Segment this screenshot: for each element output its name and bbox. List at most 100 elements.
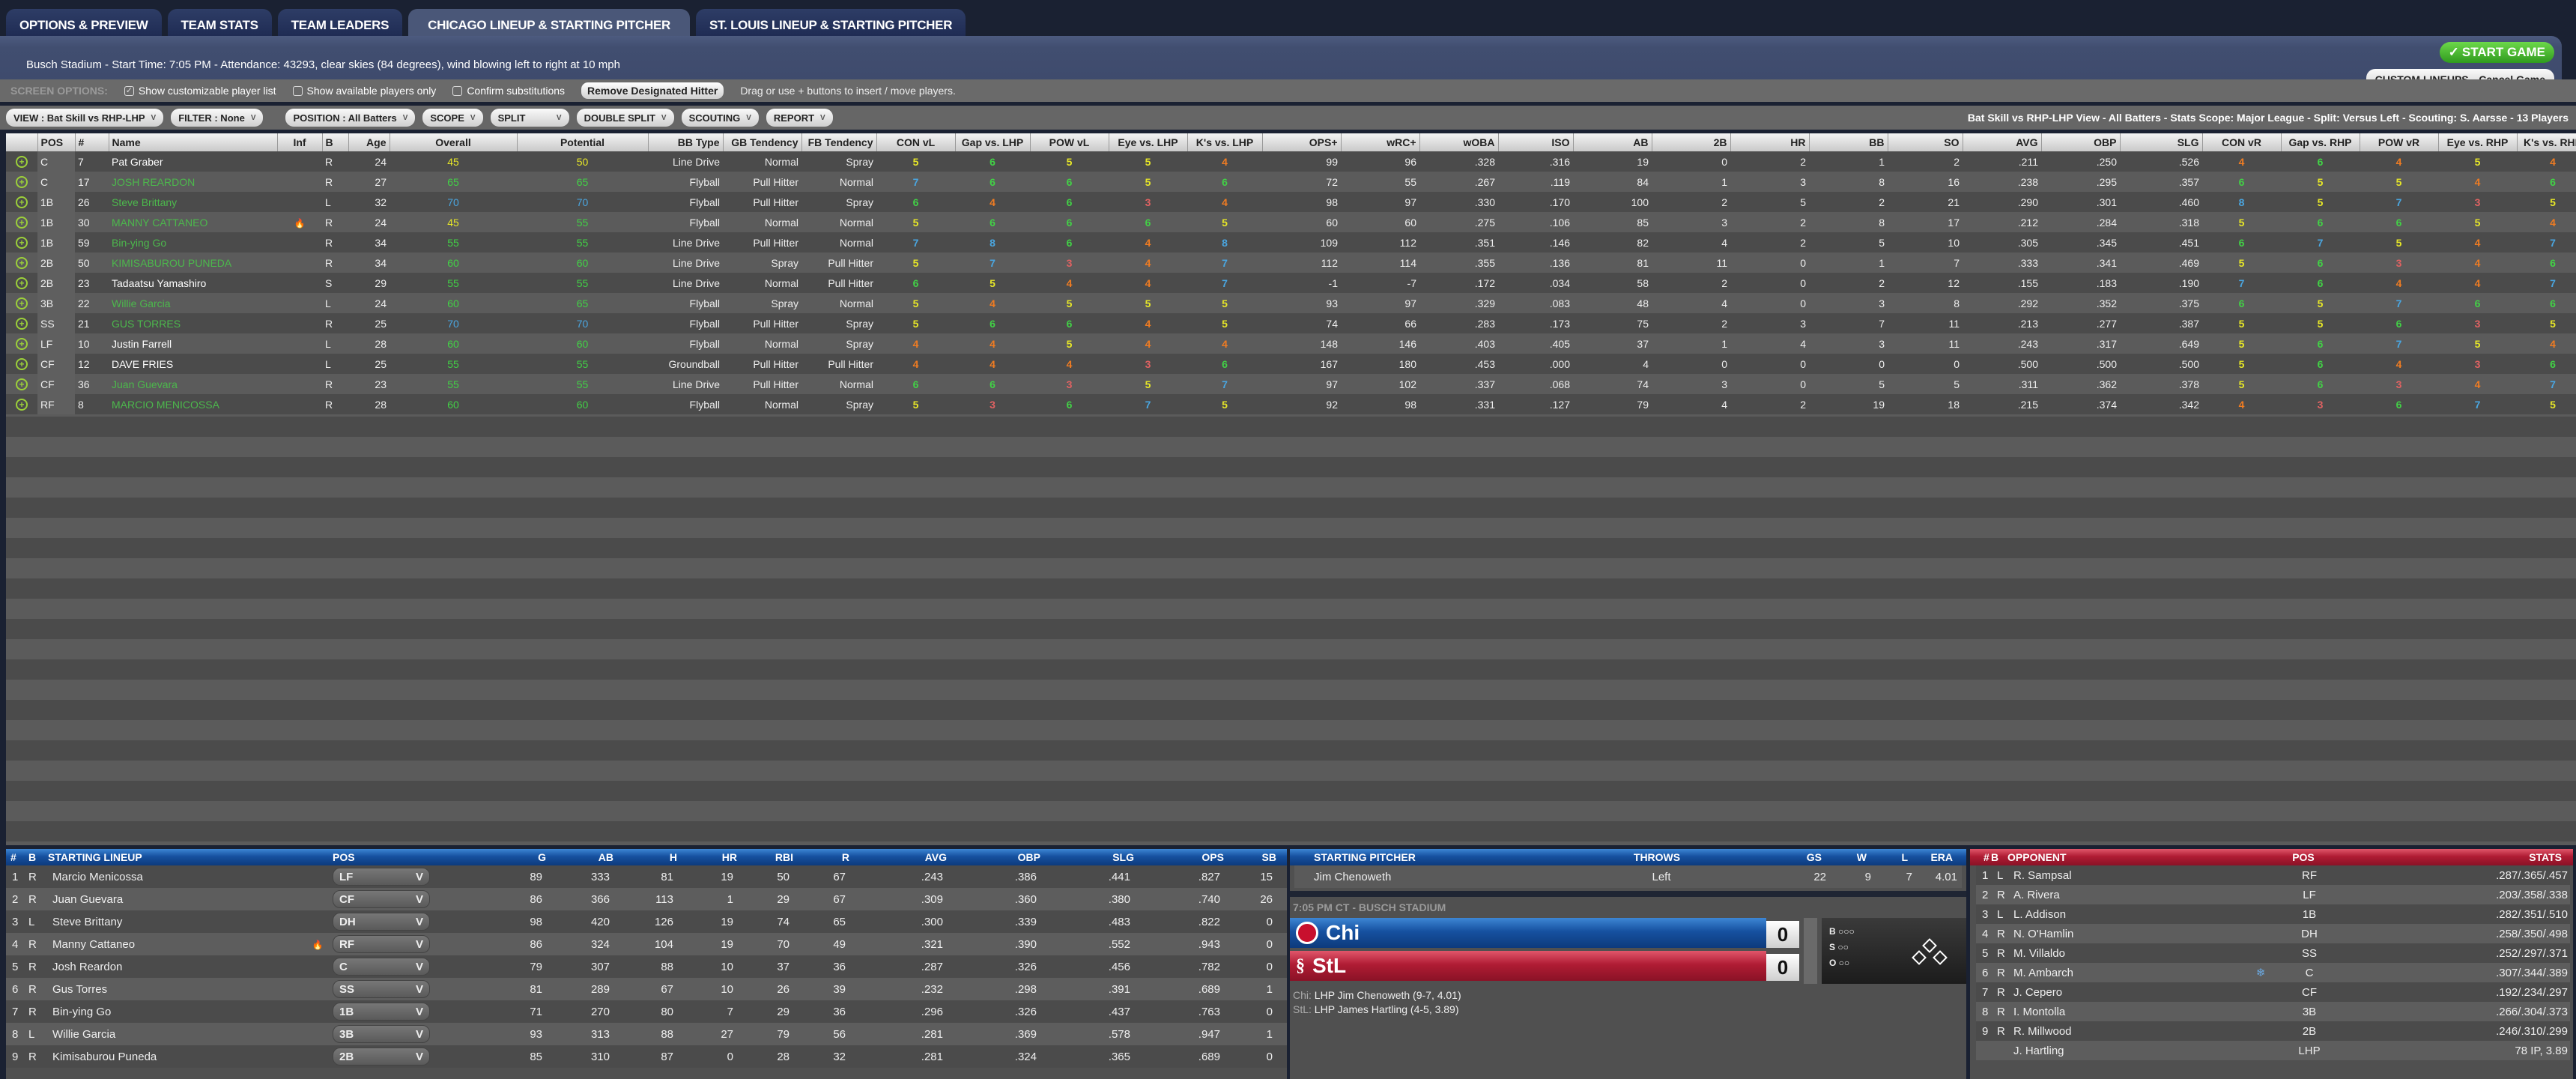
view-dropdown[interactable]: VIEW : Bat Skill vs RHP-LHP V: [6, 109, 164, 127]
column-header-woba[interactable]: wOBA: [1419, 133, 1499, 151]
plus-circle-icon[interactable]: +: [16, 156, 28, 168]
player-row[interactable]: +1B 59 Bin-ying Go R 34 55 55 Line Drive Pull Hi…: [6, 232, 2576, 253]
scouting-dropdown[interactable]: SCOUTING V: [681, 109, 759, 127]
split-dropdown[interactable]: SPLIT V: [490, 109, 569, 127]
lineup-row[interactable]: 9 R Kimisaburou Puneda 2B V 85 310 87 0 28 32 .281.…: [6, 1045, 1287, 1068]
scope-dropdown[interactable]: SCOPE V: [422, 109, 483, 127]
column-header-iso[interactable]: ISO: [1498, 133, 1574, 151]
lineup-column-header[interactable]: SB: [1261, 851, 1276, 863]
column-header-gap-vs-rhp[interactable]: Gap vs. RHP: [2281, 133, 2360, 151]
player-name[interactable]: Willie Garcia: [109, 293, 277, 313]
add-player-button[interactable]: +: [6, 374, 37, 394]
column-header-eye-vs-rhp[interactable]: Eye vs. RHP: [2438, 133, 2518, 151]
add-player-button[interactable]: +: [6, 354, 37, 374]
show-customizable-checkbox[interactable]: ✓ Show customizable player list: [124, 85, 276, 97]
lineup-row[interactable]: 6 R Gus Torres SS V 81 289 67 10 26 39 .232 .298 .391…: [6, 978, 1287, 1000]
column-header-overall[interactable]: Overall: [390, 133, 518, 151]
column-header-bb[interactable]: BB: [1809, 133, 1888, 151]
lineup-position-dropdown[interactable]: SS V: [333, 980, 430, 998]
lineup-row[interactable]: 4 R Manny Cattaneo 🔥 RF V 86 324 104 19 70 49 .321 .3…: [6, 933, 1287, 955]
column-header-con-vr[interactable]: CON vR: [2202, 133, 2282, 151]
player-name[interactable]: KIMISABUROU PUNEDA: [109, 253, 277, 273]
player-name[interactable]: Steve Brittany: [109, 192, 277, 212]
plus-circle-icon[interactable]: +: [16, 196, 28, 208]
plus-circle-icon[interactable]: +: [16, 297, 28, 309]
lineup-player-name[interactable]: Josh Reardon: [52, 960, 123, 973]
lineup-position-dropdown[interactable]: LF V: [333, 868, 430, 886]
plus-circle-icon[interactable]: +: [16, 399, 28, 411]
confirm-substitutions-checkbox[interactable]: Confirm substitutions: [452, 85, 565, 97]
column-header-slg[interactable]: SLG: [2120, 133, 2203, 151]
column-header-pow-vl[interactable]: POW vL: [1030, 133, 1109, 151]
lineup-player-name[interactable]: Bin-ying Go: [52, 1005, 112, 1018]
player-name[interactable]: Justin Farrell: [109, 333, 277, 354]
player-name[interactable]: Bin-ying Go: [109, 232, 277, 253]
player-name[interactable]: Tadaatsu Yamashiro: [109, 273, 277, 293]
lineup-column-header[interactable]: POS: [333, 851, 355, 863]
plus-circle-icon[interactable]: +: [16, 176, 28, 188]
double-split-dropdown[interactable]: DOUBLE SPLIT V: [576, 109, 674, 127]
lineup-column-header[interactable]: OBP: [1017, 851, 1040, 863]
column-header-wrc-[interactable]: wRC+: [1341, 133, 1420, 151]
lineup-position-dropdown[interactable]: DH V: [333, 913, 430, 931]
plus-circle-icon[interactable]: +: [16, 318, 28, 330]
player-row[interactable]: +3B 22 Willie Garcia L 24 60 65 Flyball Spray Nor…: [6, 293, 2576, 313]
column-header-ops-[interactable]: OPS+: [1262, 133, 1342, 151]
plus-circle-icon[interactable]: +: [16, 277, 28, 289]
player-row[interactable]: + SS 21 GUS TORRES R 25 70 70 Flyball Pull Hitter…: [6, 313, 2576, 333]
lineup-column-header[interactable]: R: [841, 851, 849, 863]
column-header-age[interactable]: Age: [348, 133, 390, 151]
add-player-button[interactable]: +: [6, 273, 37, 293]
player-row[interactable]: + LF 10 Justin Farrell L 28 60 60 Flyball Normal S…: [6, 333, 2576, 354]
column-header-name[interactable]: Name: [109, 133, 278, 151]
player-row[interactable]: +2B 50 KIMISABUROU PUNEDA R 34 60 60 Line Drive…: [6, 253, 2576, 273]
column-header-k-s-vs-lhp[interactable]: K's vs. LHP: [1187, 133, 1263, 151]
column-header-pos[interactable]: POS: [37, 133, 76, 151]
starting-pitcher-row[interactable]: Jim Chenoweth Left 22 9 7 4.01: [1294, 865, 1962, 888]
column-header-ab[interactable]: AB: [1573, 133, 1652, 151]
remove-dh-button[interactable]: Remove Designated Hitter: [581, 82, 724, 99]
add-player-button[interactable]: +: [6, 151, 37, 172]
player-name[interactable]: MANNY CATTANEO: [109, 212, 277, 232]
column-header-pow-vr[interactable]: POW vR: [2360, 133, 2439, 151]
column-header-k-s-vs-rhp[interactable]: K's vs. RHP: [2517, 133, 2576, 151]
plus-circle-icon[interactable]: +: [16, 378, 28, 390]
lineup-position-dropdown[interactable]: RF V: [333, 935, 430, 953]
lineup-row[interactable]: 2 R Juan Guevara CF V 86 366 113 1 29 67 .309 .360 .3…: [6, 888, 1287, 910]
start-game-button[interactable]: ✓ START GAME: [2439, 42, 2554, 63]
lineup-row[interactable]: 1 R Marcio Menicossa LF V 89 333 81 19 50 67 .243 .3…: [6, 865, 1287, 888]
lineup-column-header[interactable]: AVG: [924, 851, 947, 863]
lineup-column-header[interactable]: HR: [721, 851, 737, 863]
lineup-player-name[interactable]: Steve Brittany: [52, 915, 123, 928]
add-player-button[interactable]: +: [6, 313, 37, 333]
column-header--[interactable]: #: [75, 133, 109, 151]
lineup-column-header[interactable]: OPS: [1201, 851, 1224, 863]
lineup-column-header[interactable]: STARTING LINEUP: [48, 851, 142, 863]
lineup-position-dropdown[interactable]: 1B V: [333, 1003, 430, 1021]
column-header-gb-tendency[interactable]: GB Tendency: [723, 133, 802, 151]
lineup-player-name[interactable]: Manny Cattaneo: [52, 937, 136, 951]
player-row[interactable]: + C 17 JOSH REARDON R 27 65 65 Flyball Pull Hitte…: [6, 172, 2576, 192]
position-dropdown[interactable]: POSITION : All Batters V: [285, 109, 416, 127]
player-name[interactable]: Pat Graber: [109, 151, 277, 172]
plus-circle-icon[interactable]: +: [16, 338, 28, 350]
add-player-button[interactable]: +: [6, 192, 37, 212]
filter-dropdown[interactable]: FILTER : None V: [171, 109, 264, 127]
column-header-potential[interactable]: Potential: [517, 133, 649, 151]
player-row[interactable]: + CF 12 DAVE FRIES L 25 55 55 Groundball Pull Hit…: [6, 354, 2576, 374]
player-name[interactable]: MARCIO MENICOSSA: [109, 394, 277, 414]
column-header-bb-type[interactable]: BB Type: [648, 133, 724, 151]
add-player-button[interactable]: +: [6, 212, 37, 232]
add-player-button[interactable]: +: [6, 394, 37, 414]
plus-circle-icon[interactable]: +: [16, 257, 28, 269]
player-row[interactable]: + C 7 Pat Graber R 24 45 50 Line Drive Normal Spra…: [6, 151, 2576, 172]
column-header-b[interactable]: B: [322, 133, 349, 151]
plus-circle-icon[interactable]: +: [16, 217, 28, 229]
add-player-button[interactable]: +: [6, 232, 37, 253]
player-row[interactable]: +2B 23 Tadaatsu Yamashiro S 29 55 55 Line Drive…: [6, 273, 2576, 293]
column-header-hr[interactable]: HR: [1730, 133, 1810, 151]
lineup-player-name[interactable]: Marcio Menicossa: [52, 870, 143, 883]
lineup-column-header[interactable]: RBI: [775, 851, 793, 863]
player-name[interactable]: Juan Guevara: [109, 374, 277, 394]
